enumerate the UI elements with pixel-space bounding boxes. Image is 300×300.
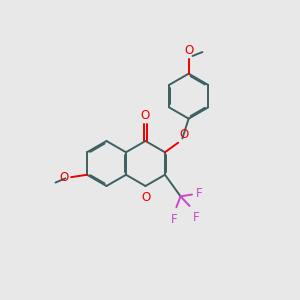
Text: F: F	[171, 212, 177, 226]
Text: O: O	[141, 109, 150, 122]
Text: O: O	[184, 44, 193, 57]
Text: F: F	[196, 188, 203, 200]
Text: O: O	[59, 171, 69, 184]
Text: O: O	[179, 128, 189, 141]
Text: O: O	[141, 191, 151, 204]
Text: F: F	[193, 211, 200, 224]
